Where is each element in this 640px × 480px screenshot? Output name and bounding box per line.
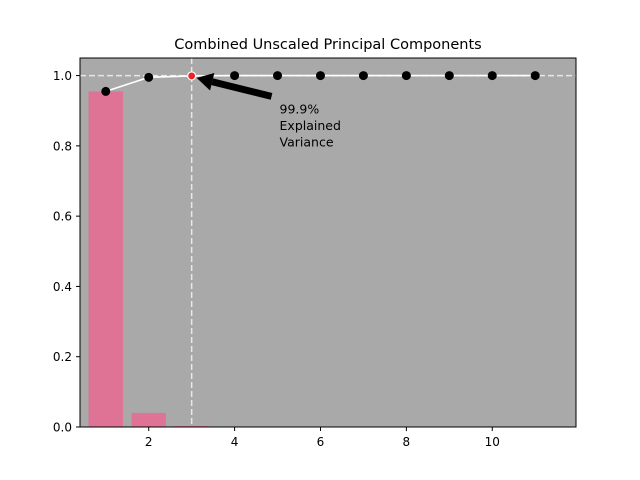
bar-2	[131, 412, 166, 427]
y-tick-label: 0.8	[53, 139, 72, 153]
bar-1	[88, 91, 123, 427]
cumulative-series	[101, 71, 540, 96]
cumulative-point-5	[273, 71, 283, 81]
bars-group	[88, 91, 424, 427]
chart-title: Combined Unscaled Principal Components	[174, 37, 481, 53]
x-tick-label: 10	[485, 435, 500, 449]
y-tick-label: 0.0	[53, 421, 72, 435]
cumulative-point-4	[230, 71, 240, 81]
plot-area	[80, 58, 576, 427]
y-tick-label: 1.0	[53, 69, 72, 83]
axes-frame	[79, 57, 577, 428]
y-tick-label: 0.4	[53, 280, 72, 294]
cumulative-point-2	[144, 72, 154, 82]
annotation-text-line: 99.9%	[280, 101, 320, 116]
cumulative-point-9	[444, 71, 454, 81]
annotation-arrow-head	[196, 73, 215, 91]
annotation-text-line: Explained	[280, 118, 341, 133]
x-tick-label: 6	[317, 435, 325, 449]
axes-group: 2 4 6 8 10 0.0 0.2 0.4 0.6 0.8 1.0	[53, 57, 577, 449]
cumulative-point-8	[401, 71, 411, 81]
bar-3	[174, 425, 209, 427]
cumulative-point-highlight	[187, 71, 197, 81]
cumulative-point-7	[358, 71, 368, 81]
y-tick-label: 0.6	[53, 210, 72, 224]
cumulative-point-10	[487, 71, 497, 81]
x-tick-label: 2	[145, 435, 153, 449]
x-tick-label: 8	[403, 435, 411, 449]
x-tick-label: 4	[231, 435, 239, 449]
cumulative-point-1	[101, 86, 111, 96]
y-tick-label: 0.2	[53, 350, 72, 364]
annotation-text-line: Variance	[280, 134, 334, 149]
cumulative-point-11	[530, 71, 540, 81]
cumulative-point-6	[315, 71, 325, 81]
annotation-arrow-shaft	[211, 78, 273, 100]
